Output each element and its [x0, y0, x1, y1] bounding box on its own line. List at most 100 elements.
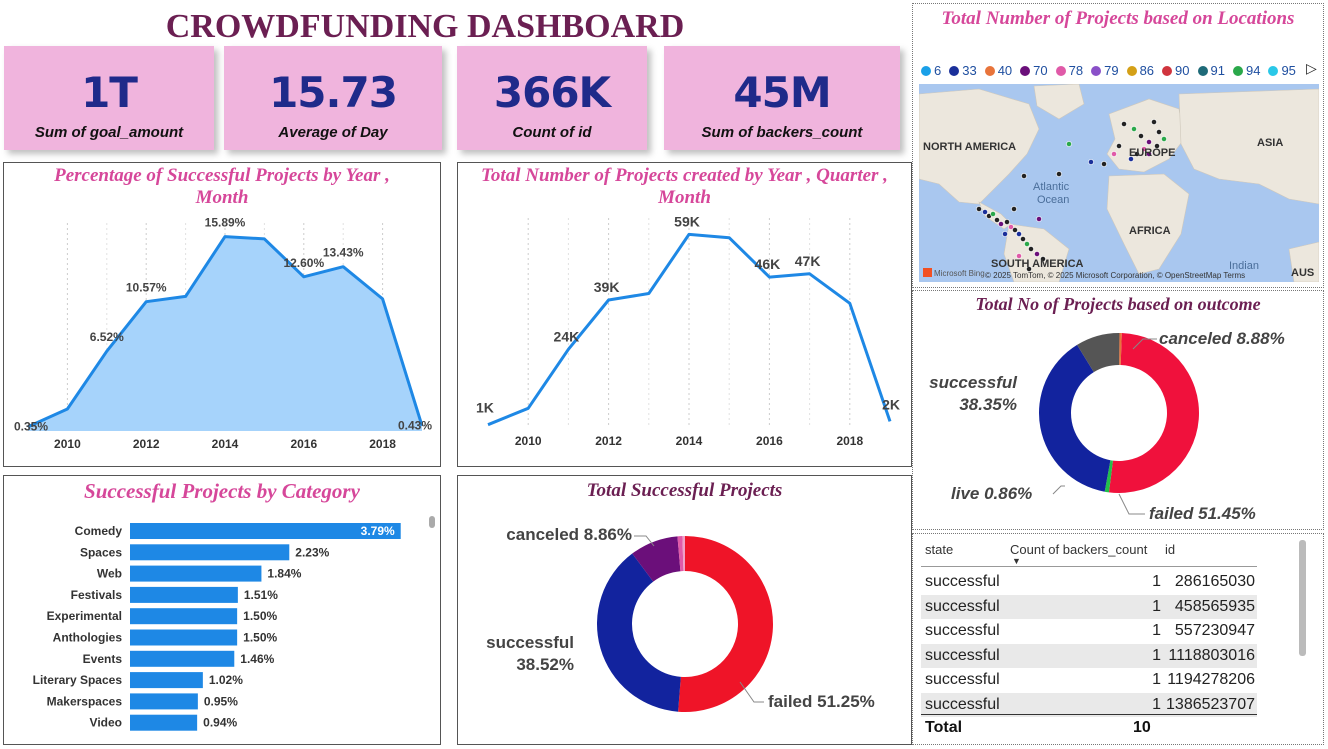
- location-dot[interactable]: [994, 217, 1000, 223]
- location-dot[interactable]: [1036, 216, 1042, 222]
- category-bar-chart[interactable]: Comedy 3.79% Spaces 2.23% Web 1.84% Festivals 1…: [4, 476, 440, 744]
- location-dot[interactable]: [1111, 151, 1117, 157]
- location-dot[interactable]: [1154, 143, 1160, 149]
- location-dot[interactable]: [1040, 256, 1046, 262]
- map-legend-item[interactable]: 33: [949, 63, 977, 78]
- location-dot[interactable]: [990, 211, 996, 217]
- location-dot[interactable]: [1024, 241, 1030, 247]
- table-row[interactable]: successful 1 557230947: [921, 619, 1257, 644]
- donut-slice-failed[interactable]: [678, 536, 773, 712]
- table-header-backers[interactable]: Count of backers_count: [1010, 542, 1148, 557]
- donut-slice-other2[interactable]: [682, 536, 685, 572]
- location-dot[interactable]: [1121, 121, 1127, 127]
- area-fill[interactable]: [28, 236, 422, 431]
- bar[interactable]: [130, 672, 203, 689]
- map-canvas[interactable]: NORTH AMERICA EUROPE ASIA Atlantic Ocean…: [919, 84, 1319, 282]
- location-dot[interactable]: [976, 206, 982, 212]
- location-dot[interactable]: [1131, 126, 1137, 132]
- location-dot[interactable]: [1146, 151, 1152, 157]
- location-dot[interactable]: [982, 209, 988, 215]
- map-legend-item[interactable]: 78: [1055, 63, 1083, 78]
- donut-slice-canceled[interactable]: [632, 536, 681, 582]
- bar[interactable]: [130, 565, 262, 582]
- map-legend-item[interactable]: 95: [1268, 63, 1296, 78]
- kpi-card-backers[interactable]: 45M Sum of backers_count: [664, 46, 900, 150]
- donut-slice-successful[interactable]: [597, 553, 681, 712]
- location-dot[interactable]: [1012, 227, 1018, 233]
- table-header-state[interactable]: state: [925, 542, 954, 557]
- map-panel[interactable]: Total Number of Projects based on Locati…: [912, 3, 1324, 288]
- series-line[interactable]: [487, 232, 892, 427]
- map-legend-item[interactable]: 90: [1162, 63, 1190, 78]
- location-dot[interactable]: [1151, 119, 1157, 125]
- table-header-id[interactable]: id: [1165, 542, 1176, 557]
- location-dot[interactable]: [1146, 139, 1152, 145]
- map-legend-item[interactable]: 70: [1020, 63, 1048, 78]
- success-pct-panel[interactable]: Percentage of Successful Projects by Yea…: [3, 162, 441, 467]
- location-dot[interactable]: [1026, 266, 1032, 272]
- location-dot[interactable]: [1020, 236, 1026, 242]
- map-legend-item[interactable]: 79: [1091, 63, 1119, 78]
- donut-slice-failed[interactable]: [1108, 333, 1199, 493]
- table-row[interactable]: successful 1 1118803016: [921, 643, 1257, 668]
- location-dot[interactable]: [1056, 171, 1062, 177]
- location-dot[interactable]: [1016, 231, 1022, 237]
- donut-slice-successful[interactable]: [1039, 344, 1111, 492]
- donut-slice-other1[interactable]: [677, 536, 684, 572]
- table-scrollbar[interactable]: [1299, 540, 1306, 656]
- sort-desc-icon[interactable]: ▼: [1012, 556, 1021, 566]
- donut-slice-live[interactable]: [1104, 460, 1113, 493]
- location-dot[interactable]: [1101, 161, 1107, 167]
- location-dot[interactable]: [1138, 133, 1144, 139]
- successful-panel[interactable]: Total Successful Projects canceled 8.86%…: [457, 475, 912, 745]
- location-dot[interactable]: [1116, 143, 1122, 149]
- location-dot[interactable]: [1011, 206, 1017, 212]
- outcome-donut[interactable]: canceled 8.88% failed 51.45% live 0.86% suc…: [913, 291, 1323, 529]
- table-row[interactable]: successful 1 1194278206: [921, 668, 1257, 693]
- location-dot[interactable]: [998, 221, 1004, 227]
- map-legend-item[interactable]: 40: [984, 63, 1012, 78]
- table-row[interactable]: successful 1 286165030: [921, 570, 1257, 594]
- map-legend-item[interactable]: 86: [1126, 63, 1154, 78]
- location-dot[interactable]: [1016, 253, 1022, 259]
- kpi-card-day[interactable]: 15.73 Average of Day: [224, 46, 442, 150]
- table-row[interactable]: successful 1 1386523707: [921, 693, 1257, 717]
- projects-created-chart[interactable]: 2010 2012 2014 2016 2018 1K 24K 39K 59K 46K 47K 2K: [458, 163, 911, 466]
- legend-next-arrow-icon[interactable]: ▷: [1306, 60, 1317, 76]
- map-legend-item[interactable]: 94: [1232, 63, 1260, 78]
- donut-slice-canceled[interactable]: [1077, 333, 1120, 373]
- map-legend-item[interactable]: 91: [1197, 63, 1225, 78]
- location-dot[interactable]: [1161, 136, 1167, 142]
- location-dot[interactable]: [1141, 146, 1147, 152]
- location-dot[interactable]: [1088, 159, 1094, 165]
- successful-donut[interactable]: canceled 8.86% failed 51.25% successful 38.…: [458, 476, 911, 744]
- location-dot[interactable]: [1134, 151, 1140, 157]
- kpi-card-goal[interactable]: 1T Sum of goal_amount: [4, 46, 214, 150]
- category-panel[interactable]: Successful Projects by Category Comedy 3.…: [3, 475, 441, 745]
- bar[interactable]: [130, 544, 290, 561]
- location-dot[interactable]: [1008, 224, 1014, 230]
- location-dot[interactable]: [1156, 129, 1162, 135]
- kpi-card-count[interactable]: 366K Count of id: [457, 46, 647, 150]
- success-pct-chart[interactable]: 2010 2012 2014 2016 2018 0.35% 6.52% 10.57% 15.8…: [4, 163, 440, 466]
- bar[interactable]: [130, 523, 401, 539]
- location-dot[interactable]: [1066, 141, 1072, 147]
- location-dot[interactable]: [1004, 219, 1010, 225]
- bar[interactable]: [130, 586, 238, 603]
- data-table-panel[interactable]: state Count of backers_count ▼ id succes…: [912, 533, 1324, 745]
- bar[interactable]: [130, 693, 198, 710]
- projects-created-panel[interactable]: Total Number of Projects created by Year…: [457, 162, 912, 467]
- table-row[interactable]: successful 1 458565935: [921, 594, 1257, 619]
- location-dot[interactable]: [1021, 173, 1027, 179]
- location-dot[interactable]: [1128, 156, 1134, 162]
- category-scrollbar[interactable]: [429, 516, 435, 528]
- outcome-panel[interactable]: Total No of Projects based on outcome ca…: [912, 290, 1324, 530]
- location-dot[interactable]: [1002, 231, 1008, 237]
- bar[interactable]: [130, 608, 238, 625]
- donut-slice-other[interactable]: [1119, 333, 1122, 366]
- bar[interactable]: [130, 629, 238, 646]
- location-dot[interactable]: [1028, 246, 1034, 252]
- bar[interactable]: [130, 650, 235, 667]
- map-legend-item[interactable]: 6: [921, 63, 941, 78]
- series-line[interactable]: [27, 235, 424, 429]
